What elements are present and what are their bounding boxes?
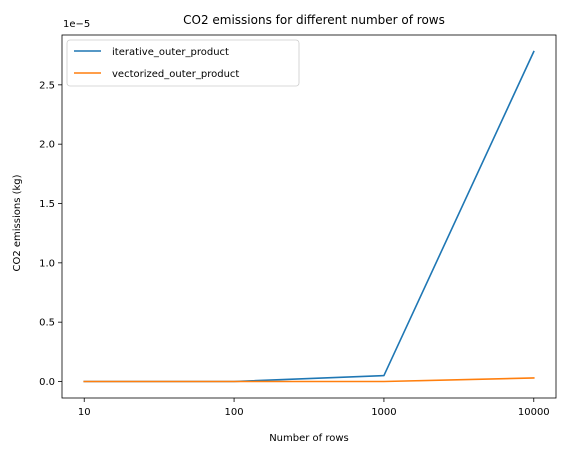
x-tick-label: 100: [225, 407, 244, 418]
y-tick-label: 2.0: [39, 140, 55, 151]
series-line-iterative-outer-product: [83, 50, 535, 383]
legend: iterative_outer_product vectorized_outer_…: [66, 39, 300, 87]
legend-label: iterative_outer_product: [112, 47, 229, 58]
y-axis-label: CO2 emissions (kg): [12, 174, 23, 271]
y-tick-label: 2.5: [39, 80, 55, 91]
plot-area: 10 100 1000 10000 0.0 0.5 1.0 1.5 2.0 2.5: [39, 34, 557, 418]
x-tick-label: 1000: [371, 407, 396, 418]
y-tick-label: 0.0: [39, 377, 55, 388]
axes-frame: [61, 34, 557, 399]
y-tick-label: 1.5: [39, 199, 55, 210]
chart-title: CO2 emissions for different number of ro…: [183, 13, 445, 27]
y-offset-label: 1e−5: [63, 19, 90, 30]
legend-box: [66, 39, 300, 87]
x-tick-label: 10000: [518, 407, 550, 418]
y-tick-label: 1.0: [39, 258, 55, 269]
series-line-vectorized-outer-product: [83, 377, 535, 383]
x-axis-label: Number of rows: [269, 433, 349, 444]
y-tick-label: 0.5: [39, 318, 55, 329]
x-tick-label: 10: [78, 407, 91, 418]
legend-label: vectorized_outer_product: [112, 69, 239, 80]
